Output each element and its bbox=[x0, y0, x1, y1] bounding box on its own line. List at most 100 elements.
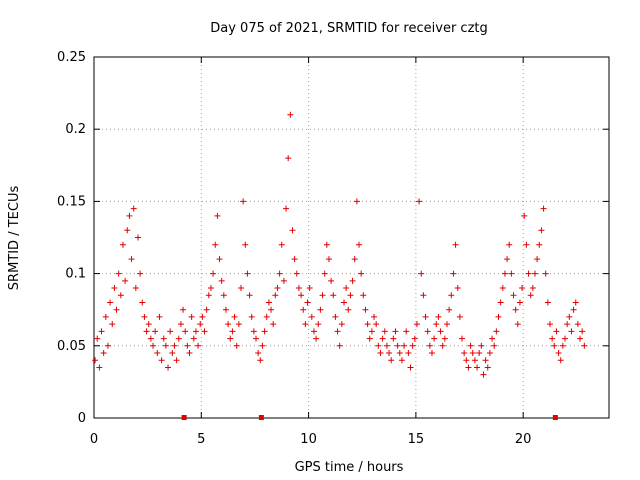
data-point bbox=[259, 342, 266, 349]
data-point bbox=[401, 342, 408, 349]
data-point bbox=[356, 241, 363, 248]
data-point bbox=[330, 292, 337, 299]
data-point bbox=[465, 364, 472, 371]
data-point bbox=[411, 335, 418, 342]
data-point bbox=[300, 306, 307, 313]
data-point bbox=[396, 350, 403, 357]
data-point bbox=[386, 350, 393, 357]
data-point bbox=[235, 321, 242, 328]
data-point bbox=[332, 313, 339, 320]
data-point bbox=[317, 306, 324, 313]
data-point bbox=[546, 321, 553, 328]
data-point bbox=[272, 292, 279, 299]
data-point bbox=[100, 350, 107, 357]
data-point bbox=[334, 328, 341, 335]
data-point bbox=[443, 321, 450, 328]
data-point bbox=[486, 350, 493, 357]
data-point bbox=[328, 277, 335, 284]
data-point bbox=[523, 241, 530, 248]
y-tick-label: 0.2 bbox=[65, 122, 86, 137]
data-point bbox=[529, 285, 536, 292]
data-point bbox=[192, 328, 199, 335]
data-point bbox=[122, 277, 129, 284]
data-point bbox=[233, 342, 240, 349]
data-point bbox=[463, 357, 470, 364]
data-point bbox=[388, 357, 395, 364]
data-point bbox=[214, 212, 221, 219]
data-point bbox=[205, 292, 212, 299]
axis-markers bbox=[181, 415, 558, 420]
data-point bbox=[467, 342, 474, 349]
data-point bbox=[186, 350, 193, 357]
data-point bbox=[319, 292, 326, 299]
data-point bbox=[544, 299, 551, 306]
data-point bbox=[171, 342, 178, 349]
data-point bbox=[499, 285, 506, 292]
data-point bbox=[220, 292, 227, 299]
data-point bbox=[452, 241, 459, 248]
data-point bbox=[92, 357, 99, 364]
data-point bbox=[360, 292, 367, 299]
data-point bbox=[113, 306, 120, 313]
data-point bbox=[177, 321, 184, 328]
data-point bbox=[519, 285, 526, 292]
data-point bbox=[403, 328, 410, 335]
data-point bbox=[111, 285, 118, 292]
data-point bbox=[345, 306, 352, 313]
data-point bbox=[216, 256, 223, 263]
data-point bbox=[231, 313, 238, 320]
data-point bbox=[139, 299, 146, 306]
data-point bbox=[431, 335, 438, 342]
data-point bbox=[96, 364, 103, 371]
data-point bbox=[150, 342, 157, 349]
data-point bbox=[143, 328, 150, 335]
data-point bbox=[448, 292, 455, 299]
data-point bbox=[459, 335, 466, 342]
data-point bbox=[338, 321, 345, 328]
data-point bbox=[559, 342, 566, 349]
data-point bbox=[480, 371, 487, 378]
data-point bbox=[516, 299, 523, 306]
y-tick-label: 0 bbox=[78, 411, 86, 426]
data-point bbox=[562, 335, 569, 342]
data-point bbox=[521, 212, 528, 219]
data-point bbox=[424, 328, 431, 335]
data-point bbox=[553, 328, 560, 335]
data-point bbox=[283, 205, 290, 212]
data-point bbox=[126, 212, 133, 219]
data-point bbox=[353, 198, 360, 205]
data-point bbox=[439, 342, 446, 349]
data-point bbox=[497, 299, 504, 306]
data-point bbox=[398, 357, 405, 364]
data-point bbox=[302, 321, 309, 328]
data-point bbox=[195, 342, 202, 349]
data-point bbox=[420, 292, 427, 299]
data-point bbox=[158, 357, 165, 364]
data-point bbox=[109, 321, 116, 328]
data-point bbox=[218, 277, 225, 284]
data-point bbox=[268, 306, 275, 313]
data-point bbox=[574, 321, 581, 328]
data-point bbox=[557, 357, 564, 364]
data-point bbox=[536, 241, 543, 248]
data-point bbox=[409, 342, 416, 349]
data-point bbox=[137, 270, 144, 277]
data-point bbox=[381, 328, 388, 335]
data-point bbox=[446, 306, 453, 313]
data-point bbox=[98, 328, 105, 335]
data-point bbox=[119, 241, 126, 248]
data-point bbox=[130, 205, 137, 212]
data-point bbox=[270, 321, 277, 328]
data-point bbox=[482, 357, 489, 364]
data-point bbox=[413, 321, 420, 328]
data-point bbox=[248, 313, 255, 320]
data-point bbox=[199, 313, 206, 320]
data-point bbox=[265, 299, 272, 306]
x-tick-label: 20 bbox=[515, 432, 532, 447]
data-point bbox=[184, 342, 191, 349]
data-point bbox=[564, 321, 571, 328]
data-point bbox=[506, 241, 513, 248]
data-point bbox=[263, 313, 270, 320]
